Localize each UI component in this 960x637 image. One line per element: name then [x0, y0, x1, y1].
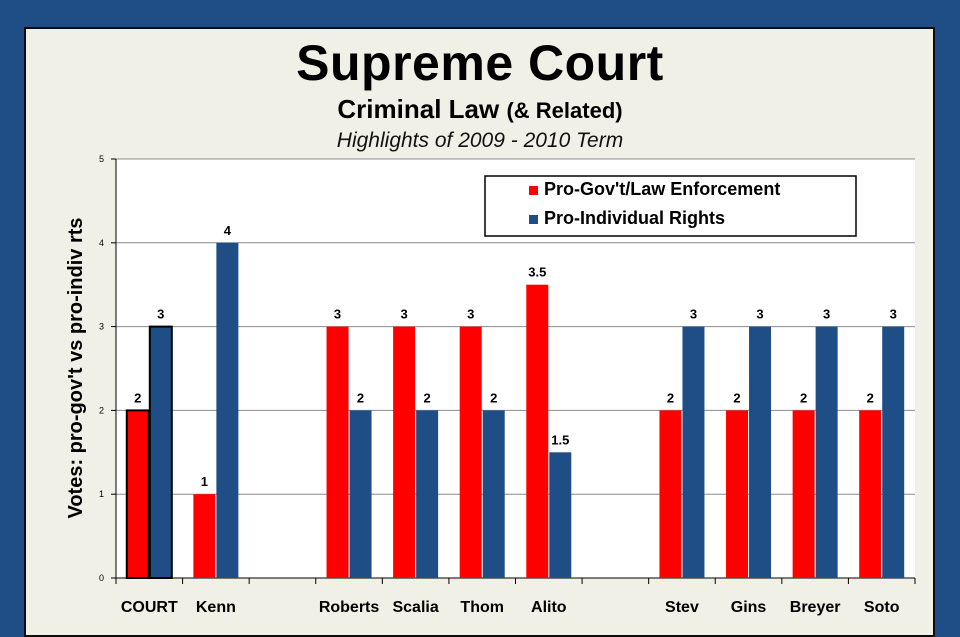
y-tick-label: 2 [99, 405, 104, 415]
subtitle-main: Criminal Law [337, 94, 500, 124]
x-tick-label: Soto [864, 599, 900, 616]
data-label: 3 [690, 307, 697, 322]
data-label: 2 [667, 390, 674, 405]
page-title: Supreme Court [296, 35, 664, 91]
data-label: 1 [201, 474, 208, 489]
legend-label: Pro-Gov't/Law Enforcement [544, 179, 780, 199]
bar-pro-gov [393, 326, 416, 578]
y-tick-label: 0 [99, 573, 104, 583]
bar-pro-gov [526, 284, 549, 578]
data-label: 3.5 [528, 265, 546, 280]
y-tick-label: 5 [99, 154, 104, 164]
bar-pro-individual [749, 326, 772, 578]
data-label: 3 [890, 307, 897, 322]
bar-pro-individual [148, 325, 173, 579]
data-label: 2 [134, 390, 141, 405]
x-tick-label: Alito [531, 599, 567, 616]
x-tick-label: Roberts [319, 599, 380, 616]
data-label: 2 [424, 390, 431, 405]
legend-label: Pro-Individual Rights [544, 208, 725, 228]
data-label: 2 [800, 390, 807, 405]
data-label: 2 [867, 390, 874, 405]
chart-subnote: Highlights of 2009 - 2010 Term [336, 129, 624, 152]
bar-pro-individual [882, 326, 905, 578]
data-label: 1.5 [551, 432, 569, 447]
data-label: 2 [490, 390, 497, 405]
subtitle-paren: (& Related) [506, 98, 623, 123]
x-tick-label: COURT [121, 599, 178, 616]
bar-pro-gov [193, 494, 216, 578]
x-tick-label: Thom [460, 599, 504, 616]
chart-subtitle: Criminal Law (& Related) [0, 94, 960, 125]
x-tick-label: Gins [731, 599, 767, 616]
bar-pro-individual [216, 242, 239, 579]
bar-pro-gov [726, 410, 749, 578]
bar-pro-gov [859, 410, 882, 578]
legend-swatch [529, 186, 538, 195]
y-tick-label: 3 [99, 322, 104, 332]
x-tick-label: Kenn [196, 599, 236, 616]
data-label: 3 [401, 307, 408, 322]
bar-pro-gov [459, 326, 482, 578]
bar-pro-gov [659, 410, 682, 578]
x-tick-label: Stev [665, 599, 699, 616]
y-axis-label: Votes: pro-gov't vs pro-indiv rts [65, 217, 87, 518]
data-label: 2 [733, 390, 740, 405]
bar-pro-gov [125, 409, 150, 579]
bar-pro-individual [682, 326, 705, 578]
y-tick-label: 1 [99, 489, 104, 499]
y-tick-label: 4 [99, 238, 104, 248]
data-label: 3 [157, 307, 164, 322]
bar-pro-individual [482, 410, 505, 578]
legend-swatch [529, 215, 538, 224]
data-label: 3 [334, 307, 341, 322]
x-tick-label: Breyer [790, 599, 841, 616]
legend-box [484, 175, 857, 237]
bar-pro-gov [326, 326, 349, 578]
data-label: 3 [823, 307, 830, 322]
bar-pro-gov [792, 410, 815, 578]
bar-pro-individual [549, 452, 572, 578]
data-label: 3 [756, 307, 763, 322]
data-label: 4 [224, 223, 232, 238]
bar-pro-individual [416, 410, 439, 578]
x-tick-label: Scalia [392, 599, 438, 616]
data-label: 3 [467, 307, 474, 322]
bar-pro-individual [349, 410, 372, 578]
data-label: 2 [357, 390, 364, 405]
bar-pro-individual [815, 326, 838, 578]
